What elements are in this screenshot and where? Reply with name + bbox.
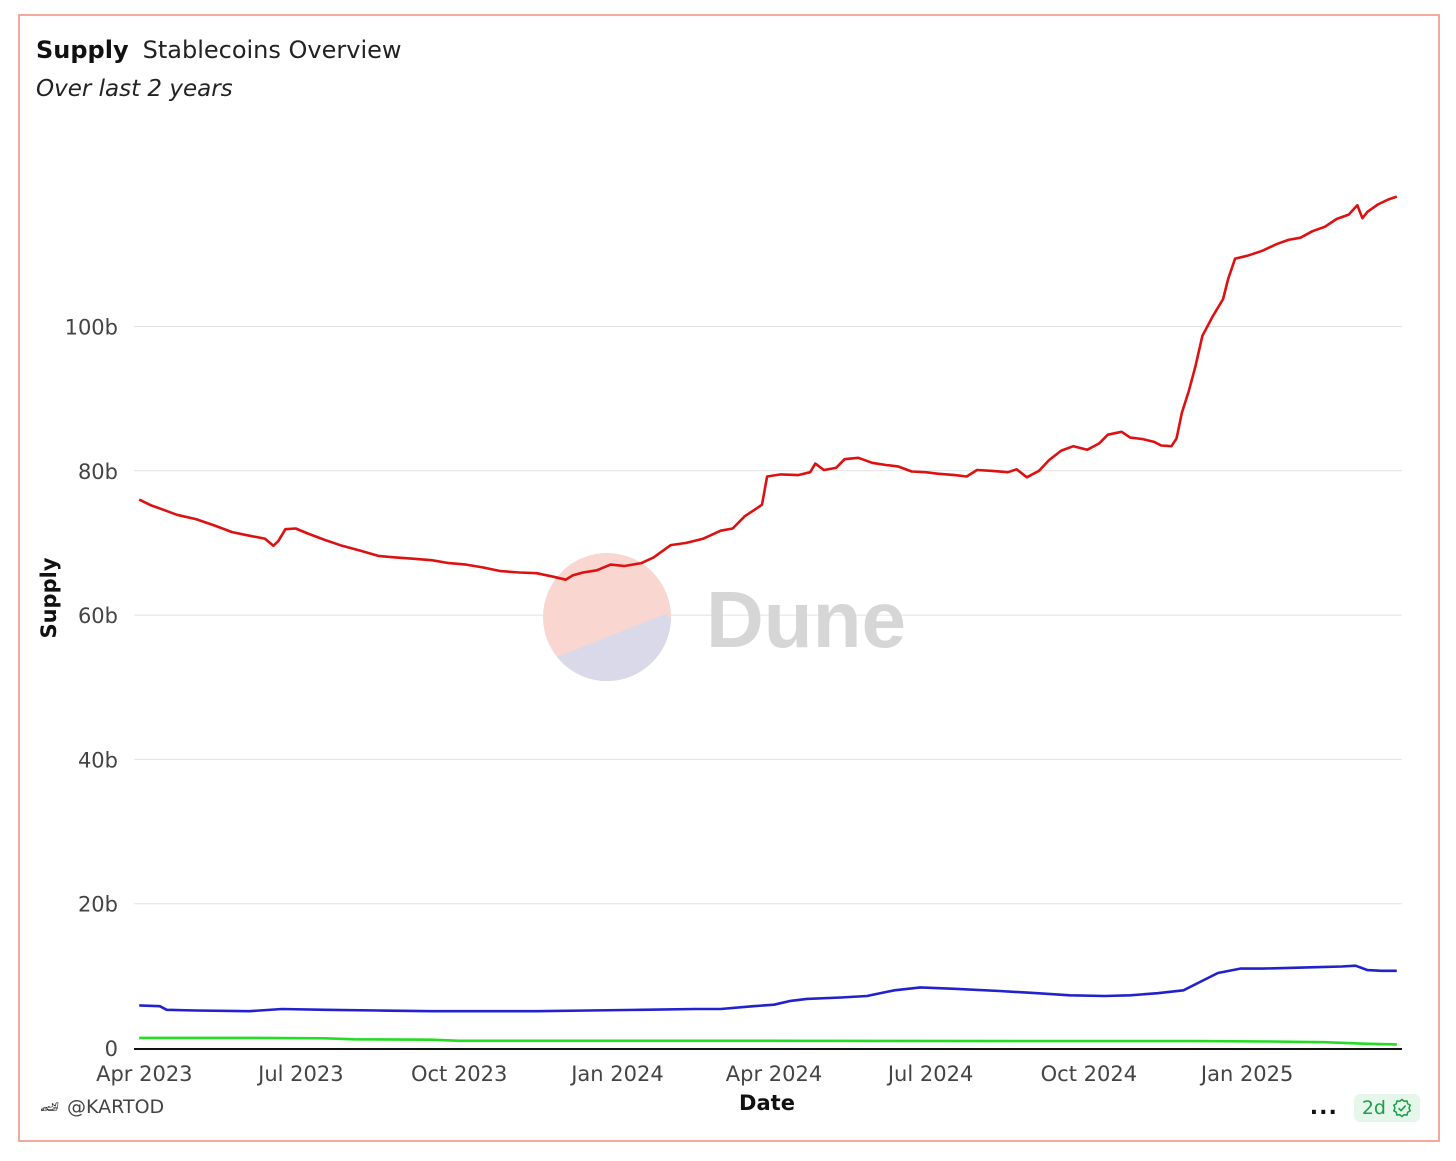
x-tick-label: Jan 2024 [569,1062,664,1086]
x-tick-label: Jul 2024 [886,1062,973,1086]
watermark-text: Dune [706,575,906,664]
x-tick-label: Apr 2023 [96,1062,192,1086]
y-tick-label: 100b [65,315,118,339]
y-tick-label: 20b [78,893,118,917]
author-credit[interactable]: 🏎 @KARTOD [40,1096,164,1118]
y-tick-label: 80b [78,460,118,484]
x-axis-title: Date [739,1091,795,1115]
y-axis-title: Supply [37,557,61,638]
y-tick-label: 40b [78,748,118,772]
x-tick-label: Oct 2023 [411,1062,507,1086]
dune-logo-icon [543,553,671,682]
chart-period: Over last 2 years [36,76,233,102]
verified-check-icon [1392,1098,1412,1118]
freshness-badge[interactable]: 2d [1353,1094,1420,1122]
series-line-2[interactable] [139,964,1397,1013]
y-tick-label: 0 [105,1037,118,1061]
series-line-1[interactable] [138,195,1398,581]
chart-actions: ... 2d [1310,1094,1420,1122]
grid-lines [134,325,1402,905]
freshness-label: 2d [1361,1097,1386,1119]
y-tick-label: 60b [78,604,118,628]
avatar-icon: 🏎 [40,1098,60,1116]
chart-title: Supply [36,36,129,64]
dune-watermark: Dune [543,553,906,682]
chart-card: Supply Stablecoins Overview Over last 2 y… [18,14,1440,1142]
x-tick-label: Apr 2024 [726,1062,822,1086]
chart-header: Supply Stablecoins Overview [36,36,402,64]
x-tick-label: Jan 2025 [1199,1062,1294,1086]
axis-labels: 0 20b 40b 60b 80b 100b Apr 2023 Jul 2023 Oct 202… [37,315,1293,1115]
chart-dashboard-name: Stablecoins Overview [142,36,402,64]
series-line-3[interactable] [139,1036,1397,1046]
author-name: @KARTOD [67,1096,165,1118]
x-tick-label: Jul 2023 [256,1062,343,1086]
more-options-button[interactable]: ... [1309,1095,1338,1120]
x-tick-label: Oct 2024 [1041,1062,1137,1086]
series-lines [138,195,1398,1046]
